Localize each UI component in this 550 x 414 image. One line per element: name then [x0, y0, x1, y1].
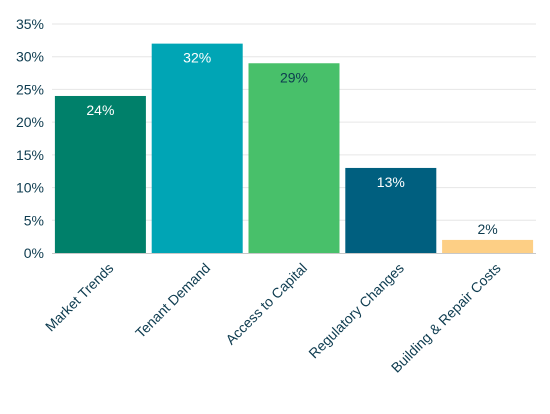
bar [345, 167, 437, 253]
bar [248, 63, 340, 253]
data-label: 13% [377, 174, 405, 190]
y-tick-label: 5% [24, 212, 44, 228]
category-label: Regulatory Changes [305, 260, 407, 362]
data-labels: 24% 32% 29% 13% 2% [86, 50, 497, 237]
y-tick-label: 25% [16, 81, 44, 97]
data-label: 2% [477, 221, 497, 237]
y-tick-label: 0% [24, 245, 44, 261]
category-label: Market Trends [42, 260, 117, 335]
category-label: Tenant Demand [132, 260, 213, 341]
y-tick-label: 30% [16, 49, 44, 65]
data-label: 29% [280, 69, 308, 85]
y-axis-tick-labels: 0% 5% 10% 15% 20% 25% 30% 35% [16, 16, 44, 261]
category-label: Building & Repair Costs [388, 260, 504, 376]
data-label: 32% [183, 50, 211, 66]
bar [442, 239, 534, 253]
x-axis-category-labels: Market Trends Tenant Demand Access to Capi… [42, 260, 504, 376]
y-tick-label: 15% [16, 147, 44, 163]
y-tick-label: 35% [16, 16, 44, 32]
y-tick-label: 10% [16, 180, 44, 196]
bar [54, 95, 146, 253]
data-label: 24% [86, 102, 114, 118]
category-label: Access to Capital [222, 260, 310, 348]
bar [151, 43, 243, 253]
bars [54, 43, 534, 253]
y-tick-label: 20% [16, 114, 44, 130]
